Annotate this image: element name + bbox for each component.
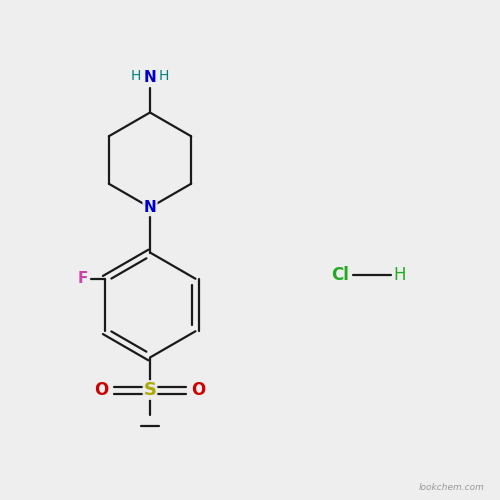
- Text: lookchem.com: lookchem.com: [419, 484, 485, 492]
- Text: F: F: [78, 271, 88, 286]
- Text: N: N: [144, 200, 156, 215]
- Text: S: S: [144, 381, 156, 399]
- Text: O: O: [192, 381, 205, 399]
- Text: N: N: [144, 70, 156, 85]
- Text: Cl: Cl: [331, 266, 349, 284]
- Text: H: H: [159, 70, 169, 84]
- Text: H: H: [131, 70, 141, 84]
- Text: O: O: [94, 381, 108, 399]
- Text: H: H: [394, 266, 406, 284]
